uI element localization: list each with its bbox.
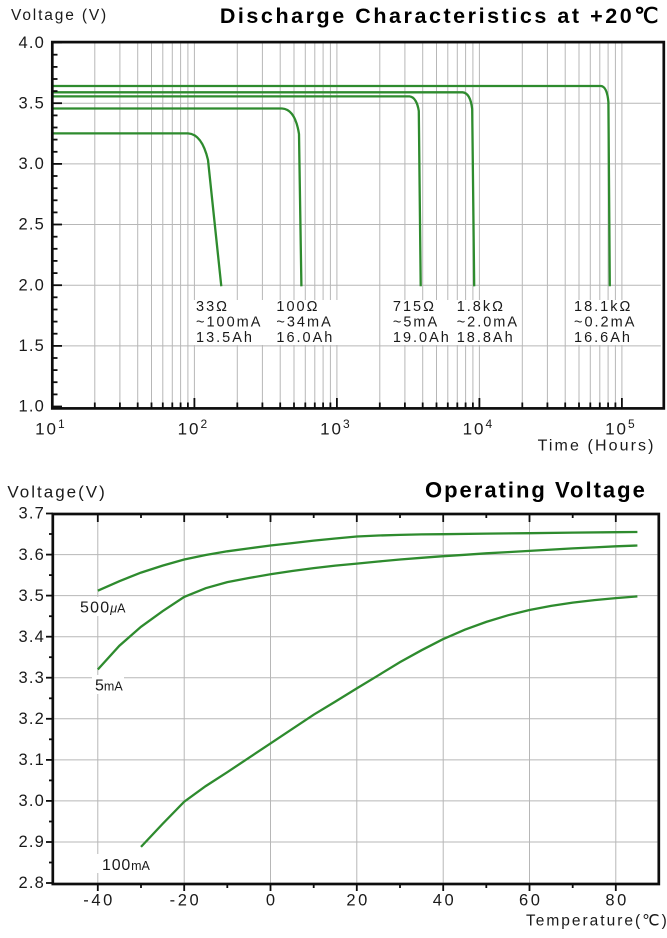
svg-text:40: 40	[433, 892, 457, 910]
svg-text:5mA: 5mA	[95, 678, 123, 695]
svg-text:101: 101	[35, 417, 67, 439]
svg-text:3.1: 3.1	[18, 751, 45, 769]
svg-text:60: 60	[519, 892, 543, 910]
svg-text:104: 104	[463, 417, 495, 439]
svg-text:16.0Ah: 16.0Ah	[276, 330, 334, 346]
svg-text:3.7: 3.7	[18, 505, 45, 523]
svg-text:2.5: 2.5	[18, 216, 45, 234]
svg-text:20: 20	[346, 892, 370, 910]
svg-text:18.1kΩ: 18.1kΩ	[574, 299, 632, 315]
svg-text:100Ω: 100Ω	[276, 299, 319, 315]
svg-text:3.6: 3.6	[18, 546, 45, 564]
svg-text:Voltage (V): Voltage (V)	[11, 7, 108, 24]
svg-text:80: 80	[605, 892, 629, 910]
svg-text:715Ω: 715Ω	[393, 299, 436, 315]
svg-text:3.4: 3.4	[18, 628, 45, 646]
svg-text:~34mA: ~34mA	[276, 315, 332, 331]
svg-text:~100mA: ~100mA	[196, 315, 262, 331]
svg-text:1.5: 1.5	[18, 337, 45, 355]
svg-text:18.8Ah: 18.8Ah	[457, 330, 515, 346]
svg-text:3.5: 3.5	[18, 587, 45, 605]
svg-text:3.0: 3.0	[18, 155, 45, 173]
svg-text:Voltage(V): Voltage(V)	[7, 483, 106, 502]
svg-text:102: 102	[178, 417, 210, 439]
svg-text:105: 105	[605, 417, 637, 439]
svg-text:1.0: 1.0	[18, 398, 45, 416]
svg-text:3.0: 3.0	[18, 792, 45, 810]
svg-text:100mA: 100mA	[102, 857, 151, 874]
svg-text:-40: -40	[83, 892, 115, 910]
svg-text:3.2: 3.2	[18, 710, 45, 728]
svg-text:103: 103	[320, 417, 352, 439]
svg-text:1.8kΩ: 1.8kΩ	[457, 299, 505, 315]
svg-text:Time (Hours): Time (Hours)	[538, 438, 656, 455]
svg-text:Discharge Characteristics at +: Discharge Characteristics at +20℃	[220, 4, 661, 28]
svg-text:Operating Voltage: Operating Voltage	[425, 477, 647, 502]
svg-text:4.0: 4.0	[18, 34, 45, 52]
svg-text:~2.0mA: ~2.0mA	[457, 315, 519, 331]
svg-text:3.3: 3.3	[18, 669, 45, 687]
svg-text:2.9: 2.9	[18, 833, 45, 851]
svg-text:2.8: 2.8	[18, 874, 45, 892]
svg-text:33Ω: 33Ω	[196, 299, 229, 315]
svg-text:-20: -20	[170, 892, 202, 910]
svg-text:16.6Ah: 16.6Ah	[574, 330, 632, 346]
svg-text:3.5: 3.5	[18, 95, 45, 113]
svg-text:13.5Ah: 13.5Ah	[196, 330, 254, 346]
svg-text:0: 0	[266, 892, 278, 910]
svg-text:19.0Ah: 19.0Ah	[393, 330, 451, 346]
svg-text:Temperature(℃): Temperature(℃)	[526, 912, 667, 929]
svg-text:500μA: 500μA	[80, 600, 126, 617]
svg-text:~5mA: ~5mA	[393, 315, 439, 331]
svg-text:~0.2mA: ~0.2mA	[574, 315, 636, 331]
svg-text:2.0: 2.0	[18, 276, 45, 294]
